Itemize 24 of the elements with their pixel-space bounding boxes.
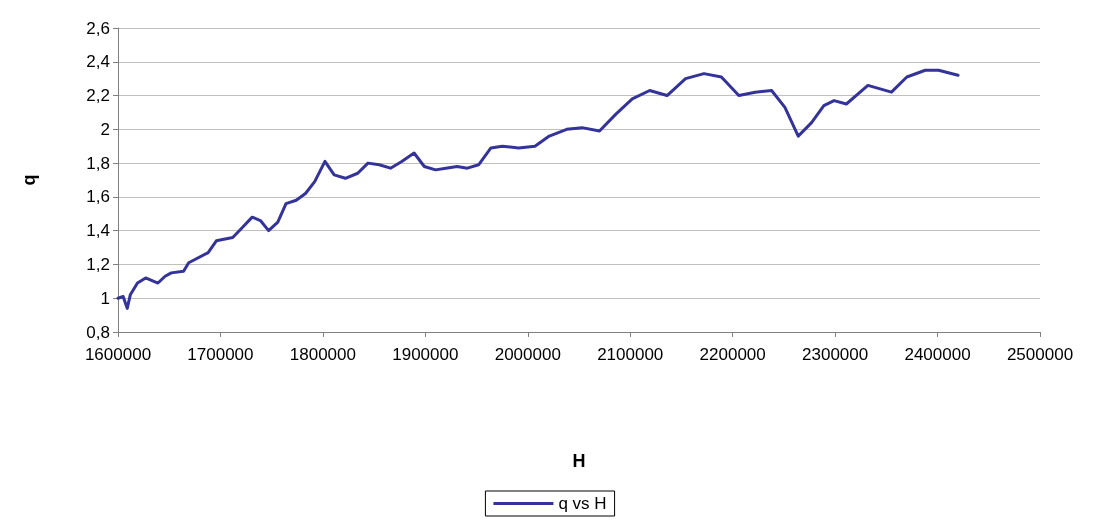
x-tick-label: 1600000 [84, 345, 152, 364]
y-tick-label: 2,6 [86, 18, 110, 38]
x-tick-label: 2000000 [494, 345, 561, 364]
x-tick-label: 1700000 [187, 345, 254, 364]
legend-label: q vs H [558, 494, 607, 513]
y-tick-label: 1 [100, 288, 110, 308]
y-tick-label: 1,4 [86, 221, 110, 241]
y-tick-label: 2,4 [86, 52, 110, 72]
y-tick-label: 1,8 [86, 153, 110, 173]
line-series [116, 68, 960, 310]
x-tick-label: 2100000 [597, 345, 664, 364]
x-axis-title: H [572, 451, 586, 471]
y-axis-title: q [19, 174, 39, 186]
y-tick-label: 1,2 [86, 254, 110, 274]
x-tick-label: 1800000 [289, 345, 356, 364]
y-tick-label: 2 [100, 119, 110, 139]
y-tick-label: 2,2 [86, 86, 110, 106]
x-tick-label: 1900000 [392, 345, 459, 364]
x-tick-label: 2400000 [904, 345, 971, 364]
x-tick-label: 2500000 [1006, 345, 1074, 364]
x-tick-label: 2200000 [699, 345, 766, 364]
y-tick-label: 1,6 [86, 187, 110, 207]
x-tick-label: 2300000 [802, 345, 869, 364]
y-tick-label: 0,8 [86, 322, 110, 342]
